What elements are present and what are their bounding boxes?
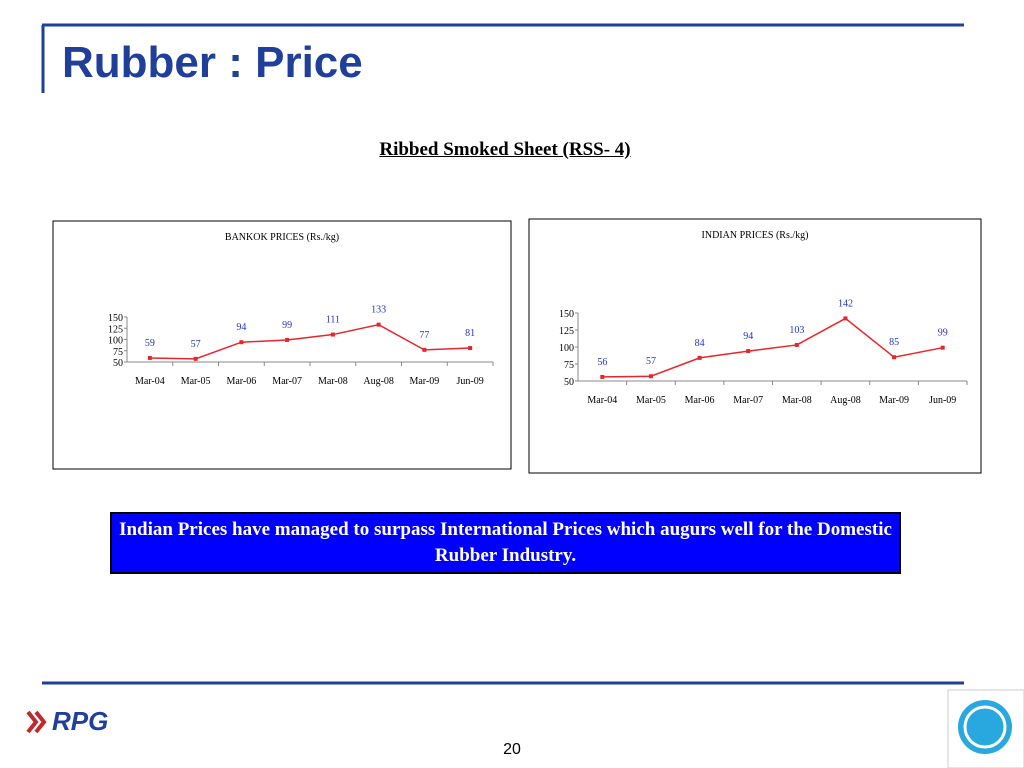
- point: [285, 337, 290, 342]
- point: [843, 316, 848, 321]
- data-label: 56: [597, 357, 607, 368]
- x-tick-label: Jun-09: [457, 376, 484, 387]
- x-tick-label: Mar-07: [733, 395, 763, 406]
- data-label: 81: [465, 328, 475, 339]
- chart-frame: [52, 220, 512, 470]
- page-number: 20: [503, 741, 521, 758]
- chart-title: INDIAN PRICES (Rs./kg): [702, 230, 809, 241]
- data-label: 111: [326, 315, 340, 326]
- point: [794, 342, 799, 347]
- slide-title: Rubber : Price: [62, 38, 363, 87]
- y-tick-label: 125: [108, 324, 123, 335]
- point: [600, 374, 605, 379]
- logo-text: RPG: [52, 706, 109, 736]
- y-tick-label: 100: [108, 336, 123, 347]
- x-tick-label: Mar-08: [318, 376, 348, 387]
- point: [940, 345, 945, 350]
- y-tick-label: 50: [113, 358, 123, 369]
- y-tick-label: 50: [564, 377, 574, 388]
- data-label: 85: [889, 337, 899, 348]
- point: [193, 356, 198, 361]
- x-tick-label: Mar-07: [272, 376, 302, 387]
- x-tick-label: Jun-09: [929, 395, 956, 406]
- x-tick-label: Mar-04: [135, 376, 165, 387]
- x-tick-label: Mar-08: [782, 395, 812, 406]
- y-tick-label: 75: [564, 360, 574, 371]
- point: [147, 355, 152, 360]
- note: Indian Prices have managed to surpass In…: [119, 519, 892, 566]
- data-label: 57: [646, 356, 656, 367]
- x-tick-label: Mar-09: [879, 395, 909, 406]
- data-label: 99: [282, 320, 292, 331]
- data-label: 84: [695, 338, 705, 349]
- data-label: 133: [371, 305, 386, 316]
- point: [330, 332, 335, 337]
- y-tick-label: 100: [559, 343, 574, 354]
- x-tick-label: Mar-09: [409, 376, 439, 387]
- point: [468, 346, 473, 351]
- point: [239, 340, 244, 345]
- x-tick-label: Mar-06: [685, 395, 715, 406]
- point: [892, 355, 897, 360]
- x-tick-label: Aug-08: [363, 376, 394, 387]
- line: [602, 317, 943, 378]
- point: [648, 374, 653, 379]
- y-tick-label: 150: [108, 313, 123, 324]
- data-label: 57: [191, 339, 201, 350]
- chart-frame: [528, 218, 982, 474]
- data-label: 59: [145, 338, 155, 349]
- y-tick-label: 75: [113, 347, 123, 358]
- point: [697, 355, 702, 360]
- note-box: Indian Prices have managed to surpass In…: [110, 512, 901, 574]
- x-tick-label: Aug-08: [830, 395, 861, 406]
- point: [746, 349, 751, 354]
- point: [422, 347, 427, 352]
- point: [376, 322, 381, 327]
- data-label: 94: [236, 322, 246, 333]
- data-label: 142: [838, 298, 853, 309]
- line: [149, 323, 471, 360]
- data-label: 94: [743, 331, 753, 342]
- x-tick-label: Mar-05: [181, 376, 211, 387]
- y-tick-label: 125: [559, 326, 574, 337]
- data-label: 99: [938, 328, 948, 339]
- subtitle: Ribbed Smoked Sheet (RSS- 4): [379, 139, 631, 160]
- x-tick-label: Mar-06: [226, 376, 256, 387]
- chart-title: BANKOK PRICES (Rs./kg): [225, 232, 339, 243]
- data-label: 103: [789, 325, 804, 336]
- x-tick-label: Mar-05: [636, 395, 666, 406]
- x-tick-label: Mar-04: [587, 395, 617, 406]
- data-label: 77: [419, 330, 429, 341]
- y-tick-label: 150: [559, 309, 574, 320]
